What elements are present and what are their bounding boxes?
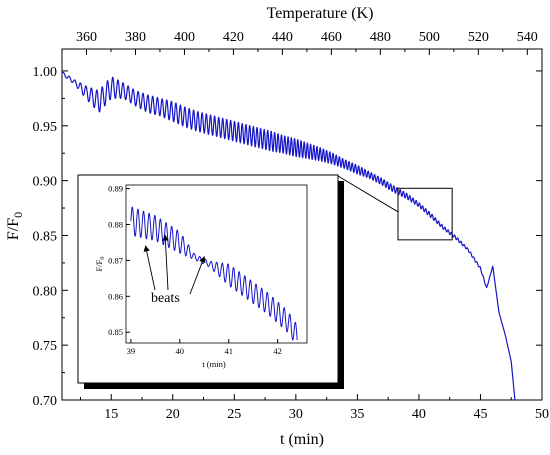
x-tick-label: 20 xyxy=(166,407,180,422)
annotation-arrow xyxy=(162,234,169,291)
top-tick-label: 420 xyxy=(223,30,244,45)
x-tick-label: 35 xyxy=(350,407,364,422)
main-plot-frame xyxy=(61,48,543,401)
x-axis-label: t (min) xyxy=(280,431,324,448)
top-tick-label: 400 xyxy=(174,30,195,45)
y-axis-label-main: F/F xyxy=(5,218,22,240)
inset-y-axis-label-subscript: 0 xyxy=(99,256,106,259)
annotation-beats: beats xyxy=(151,291,180,306)
inset-y-tick-label: 0.88 xyxy=(108,220,123,230)
x-tick-label: 15 xyxy=(104,407,118,422)
inset-y-axis-ticks: 0.85 0.86 0.87 0.88 0.89 xyxy=(108,184,130,337)
top-axis-label: Temperature (K) xyxy=(267,5,374,22)
inset-x-axis-label: t (min) xyxy=(202,359,226,369)
inset-x-tick-label: 42 xyxy=(273,346,282,356)
zoom-region-box xyxy=(397,187,453,241)
y-tick-label: 0.85 xyxy=(33,229,58,244)
y-tick-label: 0.75 xyxy=(33,339,58,354)
inset-x-tick-label: 40 xyxy=(176,346,185,356)
x-tick-label: 40 xyxy=(412,407,426,422)
y-tick-label: 1.00 xyxy=(33,65,58,80)
top-tick-label: 380 xyxy=(125,30,146,45)
inset-x-tick-label: 41 xyxy=(224,346,233,356)
y-axis-label-subscript: 0 xyxy=(11,212,25,218)
annotation-arrow xyxy=(189,255,206,295)
inset-y-tick-label: 0.89 xyxy=(108,184,123,194)
inset-x-axis-ticks: 39 40 41 42 xyxy=(127,339,282,356)
y-axis-ticks: 0.70 0.75 0.80 0.85 0.90 0.95 1.00 xyxy=(33,65,542,409)
top-tick-label: 480 xyxy=(370,30,391,45)
inset-y-axis-label: F/F0 xyxy=(94,256,106,271)
inset-y-tick-label: 0.86 xyxy=(108,291,123,301)
y-tick-label: 0.70 xyxy=(33,394,58,409)
top-tick-label: 440 xyxy=(272,30,293,45)
annotation-arrows xyxy=(143,234,206,295)
top-tick-label: 500 xyxy=(419,30,440,45)
series-line-main xyxy=(61,71,516,401)
inset-x-tick-label: 39 xyxy=(127,346,136,356)
top-tick-label: 540 xyxy=(517,30,538,45)
y-tick-label: 0.80 xyxy=(33,284,58,299)
y-tick-label: 0.95 xyxy=(33,120,58,135)
x-axis-ticks: 15 20 25 30 35 40 45 50 xyxy=(79,394,549,422)
x-tick-label: 45 xyxy=(473,407,487,422)
y-axis-label: F/F0 xyxy=(5,212,25,240)
inset-y-axis-label-main: F/F xyxy=(94,259,104,271)
inset-panel xyxy=(77,174,339,384)
top-tick-label: 360 xyxy=(76,30,97,45)
inset-plot-frame xyxy=(125,184,308,344)
y-tick-label: 0.90 xyxy=(33,175,58,190)
x-tick-label: 50 xyxy=(535,407,549,422)
annotation-arrow xyxy=(143,245,156,291)
x-tick-label: 30 xyxy=(289,407,303,422)
top-tick-label: 520 xyxy=(468,30,489,45)
x-tick-label: 25 xyxy=(227,407,241,422)
zoom-connector-line xyxy=(337,175,399,213)
series-line-inset xyxy=(130,206,298,341)
top-tick-label: 460 xyxy=(321,30,342,45)
top-axis-ticks: 360 380 400 420 440 460 480 500 520 540 xyxy=(76,30,538,55)
inset-y-tick-label: 0.87 xyxy=(108,255,123,265)
inset-y-tick-label: 0.85 xyxy=(108,327,123,337)
